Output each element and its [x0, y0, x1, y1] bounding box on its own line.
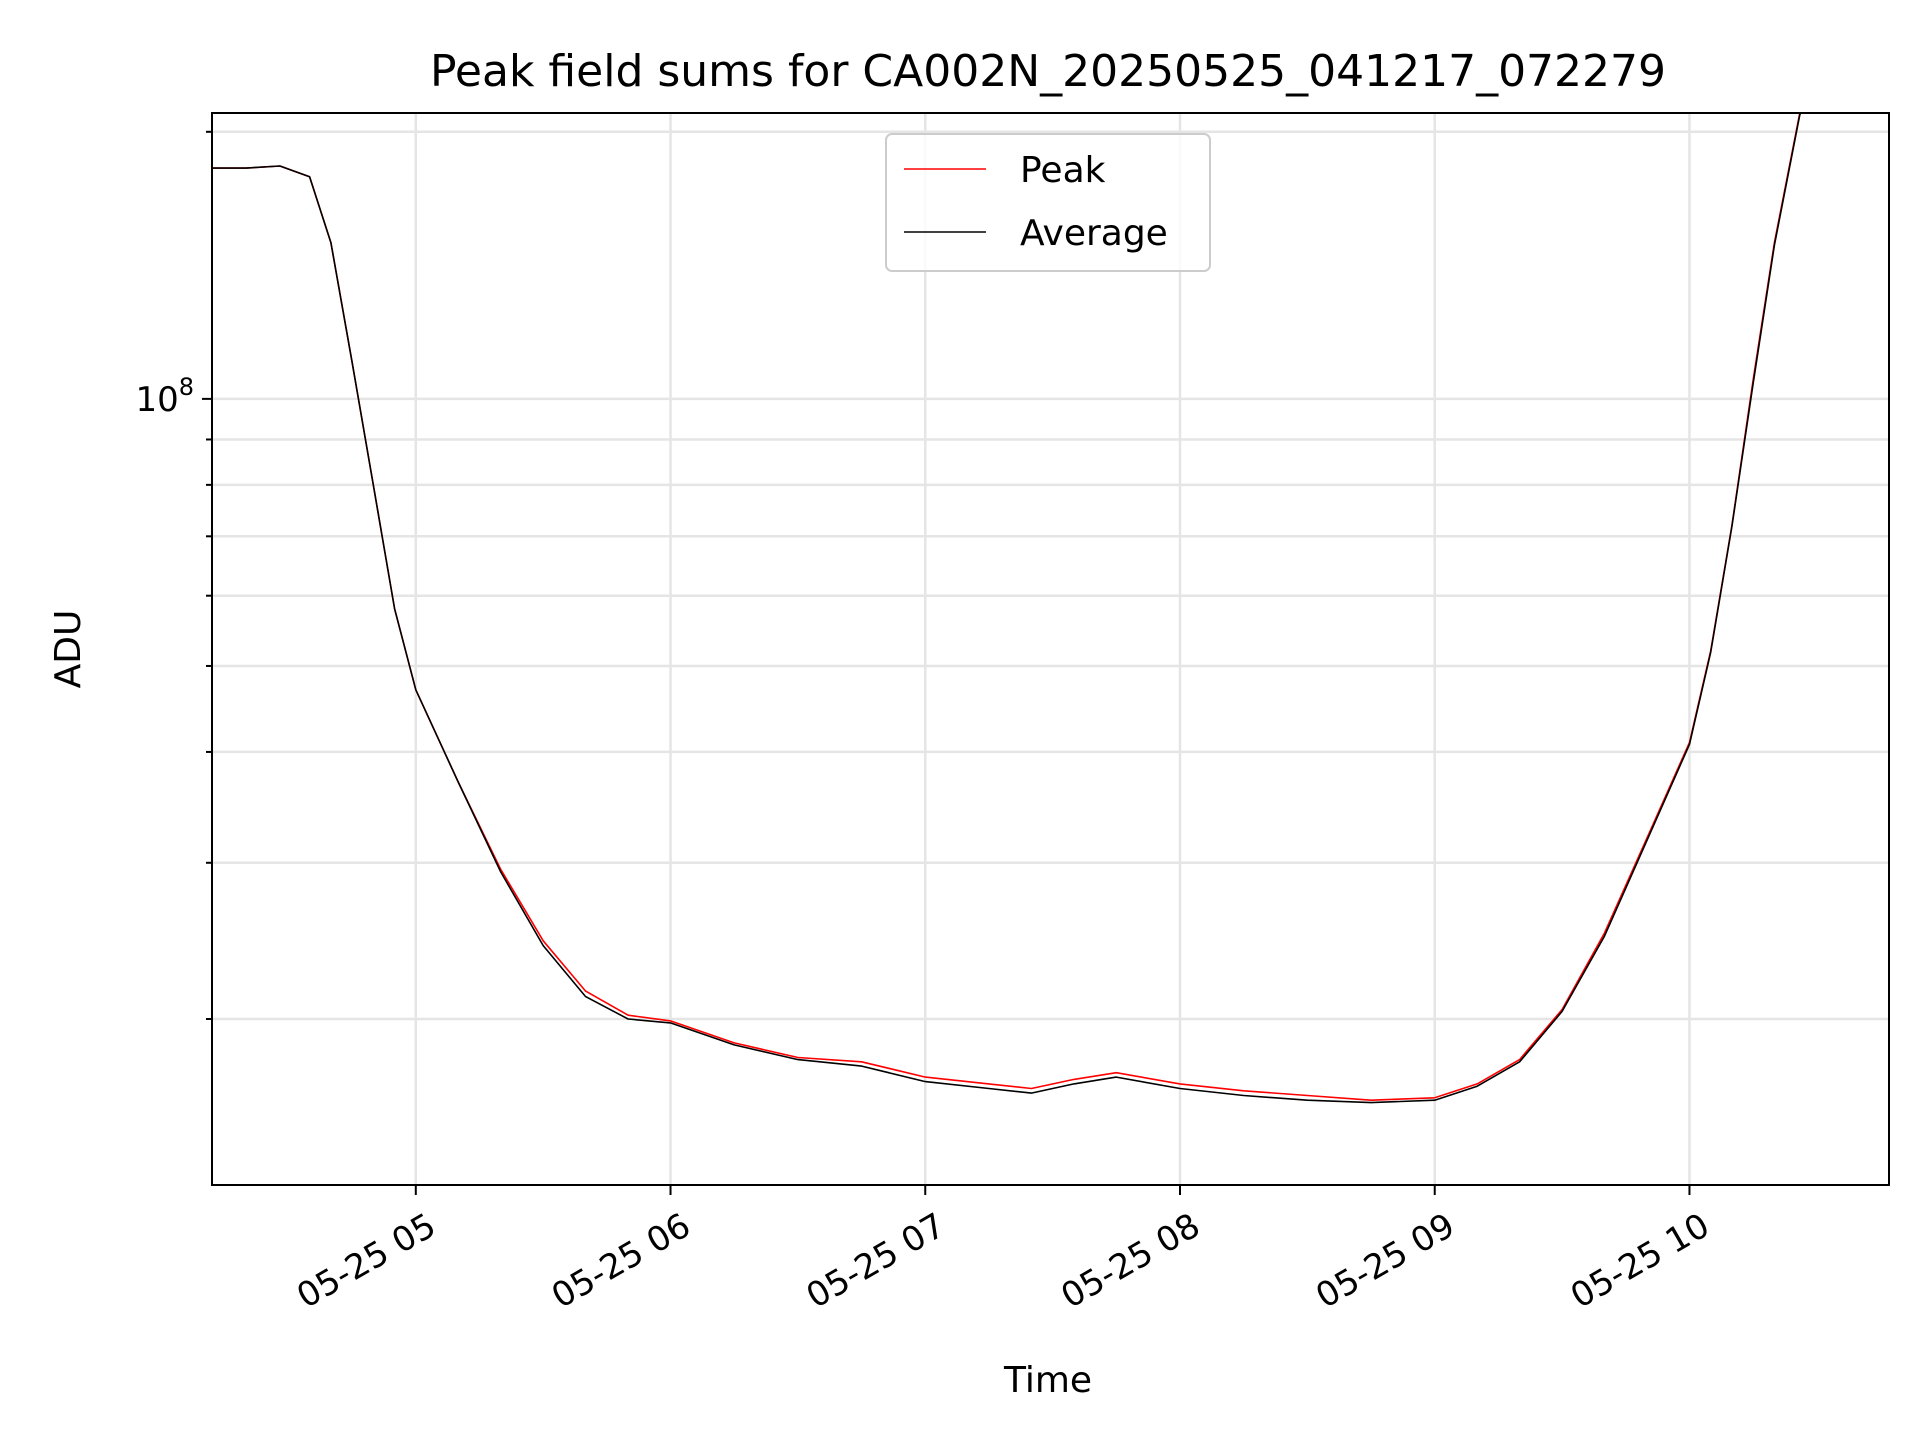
y-tick-label: 108 [135, 373, 194, 420]
series-line-average [212, 113, 1802, 1104]
chart-title: Peak field sums for CA002N_20250525_0412… [430, 46, 1666, 97]
legend-label-peak: Peak [1020, 150, 1106, 191]
legend-label-average: Average [1020, 213, 1168, 254]
y-axis-label: ADU [48, 610, 89, 689]
series-layer [212, 113, 1802, 1104]
plot-frame [211, 112, 1890, 1186]
legend: Peak Average [885, 133, 1211, 272]
x-axis-label: Time [1003, 1360, 1092, 1401]
grid [212, 113, 1889, 1185]
